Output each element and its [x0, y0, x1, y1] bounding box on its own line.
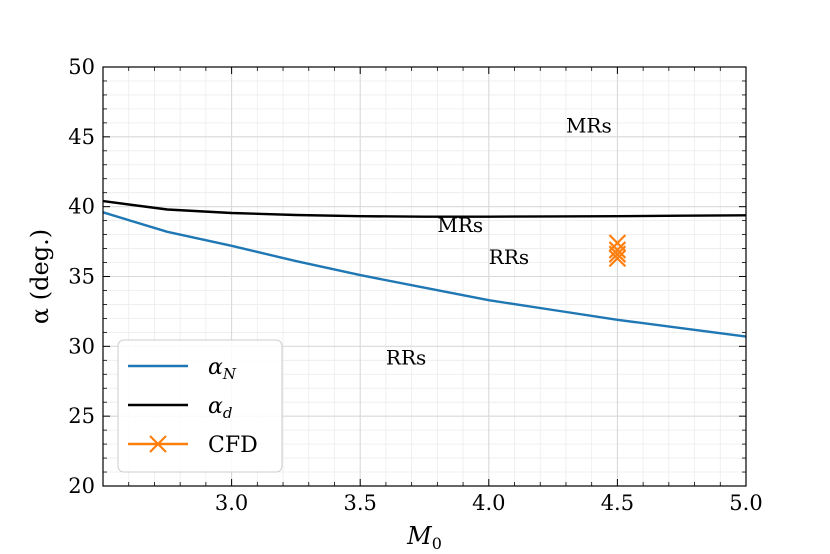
- cfd-marker-stroke: [608, 245, 627, 263]
- x-axis-label-main: M: [406, 522, 433, 550]
- y-axis-label: α (deg.): [26, 229, 54, 324]
- region-annotation: RRs: [489, 245, 529, 269]
- region-annotation: MRs: [437, 213, 483, 237]
- x-tick-label: 5.0: [729, 491, 762, 515]
- region-annotation: RRs: [386, 345, 426, 369]
- y-tick-label: 35: [68, 265, 95, 289]
- cfd-point: [608, 241, 627, 259]
- cfd-marker-stroke: [608, 249, 627, 268]
- cfd-point: [608, 249, 627, 268]
- x-tick-label: 4.0: [472, 491, 505, 515]
- y-tick-label: 25: [68, 404, 95, 428]
- x-axis-label: M0: [406, 522, 442, 553]
- series-line-0: [102, 211, 747, 338]
- legend-label-sub: N: [222, 365, 237, 383]
- y-tick-label: 50: [68, 55, 95, 79]
- cfd-point: [608, 245, 627, 263]
- legend-item: αN: [128, 355, 237, 383]
- legend-item: CFD: [128, 433, 258, 458]
- x-tick-label: 3.0: [215, 491, 248, 515]
- series-layer: [102, 199, 747, 338]
- y-tick-label: 40: [68, 195, 95, 219]
- legend-marker-stroke: [149, 435, 167, 453]
- legend-label-main: α: [208, 355, 223, 380]
- legend-item: αd: [128, 394, 232, 422]
- x-tick-label: 4.5: [601, 491, 634, 515]
- legend-label: αN: [208, 355, 237, 383]
- region-annotation: MRs: [566, 114, 612, 138]
- plot-frame: [102, 66, 747, 487]
- legend-label-main: α: [208, 394, 223, 419]
- legend-label: αd: [208, 394, 232, 422]
- cfd-marker-stroke: [608, 241, 627, 259]
- x-axis-label-sub: 0: [432, 534, 442, 553]
- y-tick-label: 20: [68, 474, 95, 498]
- legend-label: CFD: [208, 433, 258, 458]
- ticks-layer: [103, 67, 746, 486]
- tick-labels: 3.0 3.5 4.0 4.5 5.0 20 25 30 35 40 45 50: [68, 55, 762, 515]
- y-tick-label: 45: [68, 125, 95, 149]
- legend-label-sub: d: [223, 404, 233, 422]
- legend-box: [117, 339, 283, 473]
- y-tick-label: 30: [68, 334, 95, 358]
- series-line-1: [102, 199, 747, 218]
- x-tick-label: 3.5: [343, 491, 376, 515]
